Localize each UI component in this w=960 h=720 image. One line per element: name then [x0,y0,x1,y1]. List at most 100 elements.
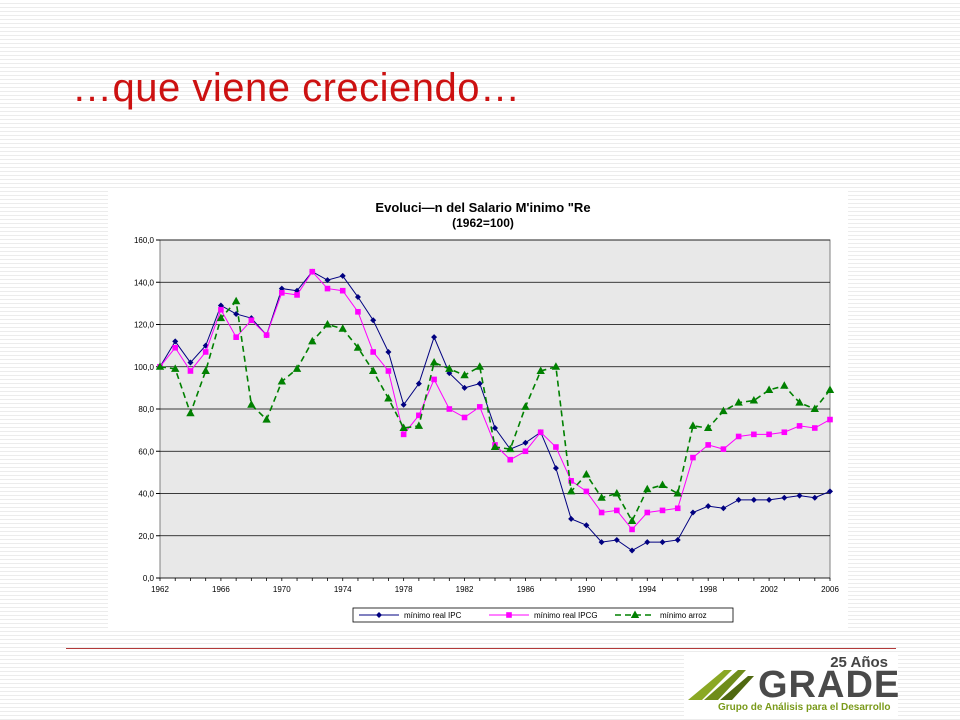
series-1-point [461,384,468,391]
y-tick-label: 20,0 [138,532,154,541]
series-1-point [659,539,666,546]
series-2-point [233,334,239,340]
chart-title: Evoluci—n del Salario M'inimo "Re [375,200,590,215]
series-3-point [368,366,378,374]
series-2-point [187,368,194,374]
series-3-point [262,415,271,423]
legend-label-3: mínimo arroz [660,611,707,620]
y-tick-label: 0,0 [143,574,155,583]
logo-tagline: Grupo de Análisis para el Desarrollo [718,702,891,713]
series-3-point [384,393,393,402]
legend-label-1: mínimo real IPC [404,611,462,620]
series-3-point [155,362,165,370]
series-3-point [338,324,347,332]
x-tick-label: 2002 [760,585,778,594]
series-3-point [643,484,652,493]
series-1-point [568,515,575,522]
series-1-point [735,496,742,503]
series-2-point [172,344,179,351]
series-2-point [583,488,590,495]
logo-wordmark: GRADE [758,664,901,706]
x-tick-label: 1974 [334,585,352,594]
chart-legend: mínimo real IPC mínimo real IPCG mínimo ar… [352,607,734,623]
series-2-point [248,317,255,324]
series-2-point [751,431,757,438]
legend-marker-2 [506,612,512,618]
series-2-point [507,456,514,463]
y-tick-label: 140,0 [134,278,155,287]
series-3-point [506,444,515,453]
series-3-point [216,313,226,322]
series-3-point [688,421,698,429]
series-3-point [597,493,606,501]
x-tick-label: 1982 [456,585,474,594]
series-3-point [825,385,835,393]
series-3-point [186,408,195,417]
series-2-point [446,406,453,412]
series-3-point [475,362,484,370]
series-1-point [385,348,392,355]
series-1-point [750,496,757,503]
series-2-point [690,454,696,461]
series-2-point [476,404,483,410]
y-tick-label: 80,0 [138,405,154,414]
series-1-point [583,522,590,529]
series-3-point [490,442,500,451]
series-3-point [231,296,241,305]
series-1-point [415,380,422,387]
series-1-point [202,342,209,349]
series-1-point [187,359,194,366]
series-3-point [445,364,454,372]
series-2-point [644,509,651,516]
series-3-point [292,364,302,372]
y-tick-label: 60,0 [138,447,154,456]
x-tick-label: 1998 [699,585,717,594]
series-3-point [171,364,180,372]
series-2-point [461,414,468,421]
series-1-point [766,496,773,503]
series-2-point [400,431,407,438]
series-1-point [811,494,818,501]
series-2-point [735,433,742,440]
series-2-point [385,368,392,374]
series-1-point [354,294,361,301]
plot-area: 0,0 20,0 40,0 60,0 80,0 100,0 120,0 140,0 160,0 1… [134,236,839,594]
y-tick-label: 120,0 [134,321,155,330]
series-1-point [233,310,240,317]
series-3-point [566,486,576,495]
series-1-point [172,338,179,345]
series-2-point [309,268,316,275]
series-1-point [720,505,727,512]
series-2-point [659,507,666,514]
series-3-point [277,377,287,385]
series-2-point [431,376,437,383]
series-1-point [370,317,377,324]
grade-logo-icon [688,670,754,700]
series-3-point [658,480,667,489]
series-3-point [749,396,759,404]
y-tick-label: 40,0 [138,490,154,499]
series-1-point [781,494,788,501]
series-1-point [476,380,483,387]
series-3-point [627,516,637,524]
x-tick-label: 1966 [212,585,230,594]
series-1-point [674,536,681,543]
legend-label-2: mínimo real IPCG [534,611,598,620]
x-tick-label: 1994 [638,585,656,594]
series-3-point [551,362,561,370]
legend-marker-3 [630,610,640,618]
series-2-point [339,287,346,294]
series-1-point [689,509,696,516]
series-1-point [431,334,438,341]
series-2-point [720,446,727,452]
series-1-point [339,272,346,279]
series-3-point [399,423,408,432]
series-1-point [629,547,636,554]
series-3-point [414,421,424,429]
line-chart: Evoluci—n del Salario M'inimo "Re (1962=… [134,200,839,623]
series-2-point [537,429,544,436]
series-3-point [323,320,332,328]
x-tick-label: 1970 [273,585,291,594]
series-1-point [552,465,559,472]
series-2-point [370,349,376,355]
